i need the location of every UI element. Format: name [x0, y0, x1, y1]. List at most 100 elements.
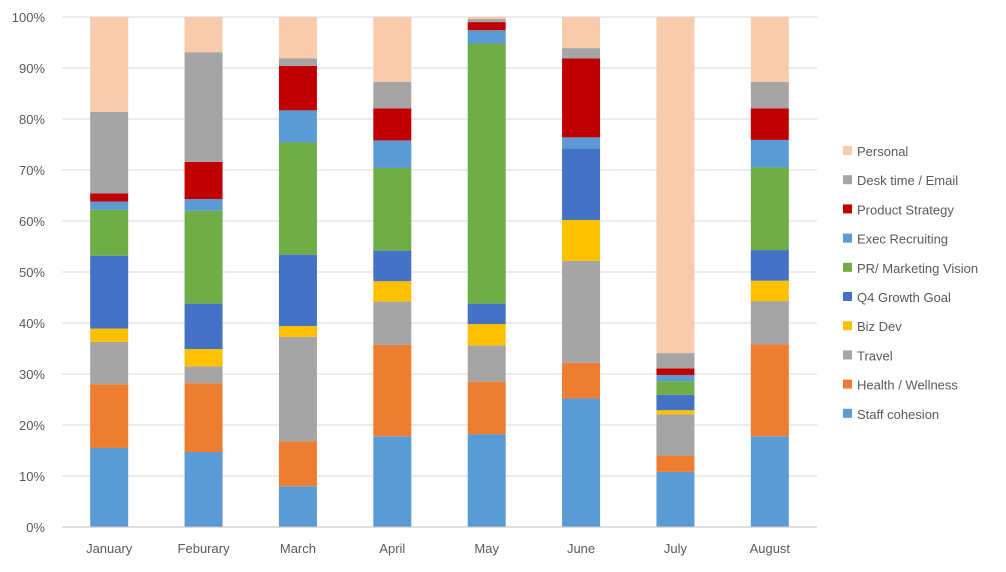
- y-tick-label: 50%: [19, 265, 45, 280]
- x-tick-label: January: [86, 541, 133, 556]
- bar-segment: [373, 436, 412, 527]
- bar-segment: [750, 167, 789, 251]
- bar-segment: [562, 17, 601, 49]
- bar-segment: [656, 394, 695, 411]
- bar-segment: [184, 161, 223, 200]
- bar-segment: [467, 324, 506, 346]
- bar-segment: [562, 219, 601, 261]
- bar-segment: [373, 140, 412, 168]
- bar-segment: [90, 201, 129, 210]
- bar-segment: [467, 43, 506, 304]
- bar-segment: [278, 58, 317, 66]
- legend-label: Staff cohesion: [857, 407, 939, 422]
- bar-segment: [656, 353, 695, 369]
- bar-segment: [373, 81, 412, 109]
- legend-swatch: [843, 262, 852, 272]
- y-tick-label: 10%: [19, 469, 45, 484]
- legend-swatch: [843, 321, 852, 331]
- bar-segment: [373, 344, 412, 437]
- bar-segment: [750, 139, 789, 168]
- bar-segment: [373, 301, 412, 345]
- x-tick-label: May: [474, 541, 499, 556]
- legend-label: PR/ Marketing Vision: [857, 261, 978, 276]
- legend-swatch: [843, 292, 852, 301]
- bar-segment: [562, 362, 601, 399]
- legend-swatch: [843, 379, 852, 389]
- bar-segment: [467, 434, 506, 527]
- legend-label: Health / Wellness: [857, 378, 958, 393]
- bar-segment: [184, 366, 223, 384]
- y-tick-label: 100%: [12, 10, 46, 25]
- bar-segment: [656, 455, 695, 472]
- x-tick-label: June: [567, 541, 595, 556]
- bar-segment: [562, 148, 601, 220]
- legend-label: Product Strategy: [857, 202, 954, 217]
- y-tick-label: 80%: [19, 112, 45, 127]
- bar-segment: [184, 199, 223, 211]
- bar-segment: [562, 137, 601, 149]
- bar-segment: [278, 486, 317, 527]
- bar-segment: [750, 344, 789, 437]
- bar-segment: [750, 108, 789, 140]
- bar-segment: [562, 398, 601, 527]
- bar-segment: [373, 250, 412, 282]
- bar-segment: [467, 345, 506, 382]
- y-tick-label: 20%: [19, 418, 45, 433]
- bar-segment: [562, 58, 601, 138]
- x-tick-label: April: [379, 541, 405, 556]
- bar-segment: [278, 65, 317, 111]
- bar-segment: [750, 17, 789, 82]
- bar-segment: [278, 254, 317, 327]
- axes: 0% 10% 20% 30% 40% 50% 60% 70% 80% 90% 100% January…: [12, 10, 817, 556]
- bar-segment: [373, 17, 412, 82]
- bar-segment: [184, 349, 223, 367]
- bar-segment: [467, 30, 506, 44]
- bar-segment: [562, 48, 601, 59]
- legend-swatch: [843, 175, 852, 185]
- bar-segment: [278, 441, 317, 487]
- x-tick-label: Feburary: [178, 541, 231, 556]
- legend-label: Travel: [857, 348, 893, 363]
- legend-swatch: [843, 146, 852, 155]
- y-tick-label: 60%: [19, 214, 45, 229]
- bar-segment: [90, 111, 129, 194]
- y-tick-label: 30%: [19, 367, 45, 382]
- bar-segment: [278, 110, 317, 143]
- bar-segment: [750, 280, 789, 302]
- legend-label: Personal: [857, 144, 908, 159]
- bar-segment: [373, 281, 412, 302]
- bar-segment: [750, 301, 789, 345]
- bar-segment: [373, 167, 412, 251]
- legend-label: Exec Recruiting: [857, 232, 948, 247]
- bar-segment: [656, 17, 695, 354]
- legend-label: Q4 Growth Goal: [857, 290, 951, 305]
- x-tick-label: August: [750, 541, 791, 556]
- legend-swatch: [843, 233, 852, 243]
- x-tick-label: July: [664, 541, 688, 556]
- bar-segment: [90, 17, 129, 112]
- y-tick-label: 0%: [26, 520, 45, 535]
- legend-swatch: [843, 204, 852, 214]
- y-tick-label: 90%: [19, 61, 45, 76]
- legend-label: Desk time / Email: [857, 173, 958, 188]
- bar-segment: [656, 381, 695, 395]
- y-tick-label: 70%: [19, 163, 45, 178]
- bar-segment: [278, 336, 317, 442]
- bar-segment: [184, 303, 223, 350]
- bar-segment: [184, 17, 223, 53]
- bar-segment: [90, 384, 129, 448]
- bar-segment: [750, 81, 789, 109]
- bar-segment: [467, 19, 506, 23]
- bar-segment: [467, 303, 506, 325]
- bar-segment: [184, 383, 223, 453]
- bar-segment: [184, 210, 223, 304]
- bar-segment: [90, 341, 129, 385]
- bar-segment: [90, 328, 129, 342]
- y-tick-label: 40%: [19, 316, 45, 331]
- bar-segment: [184, 452, 223, 527]
- bar-segment: [90, 447, 129, 527]
- bar-segment: [656, 410, 695, 415]
- bar-segment: [278, 326, 317, 337]
